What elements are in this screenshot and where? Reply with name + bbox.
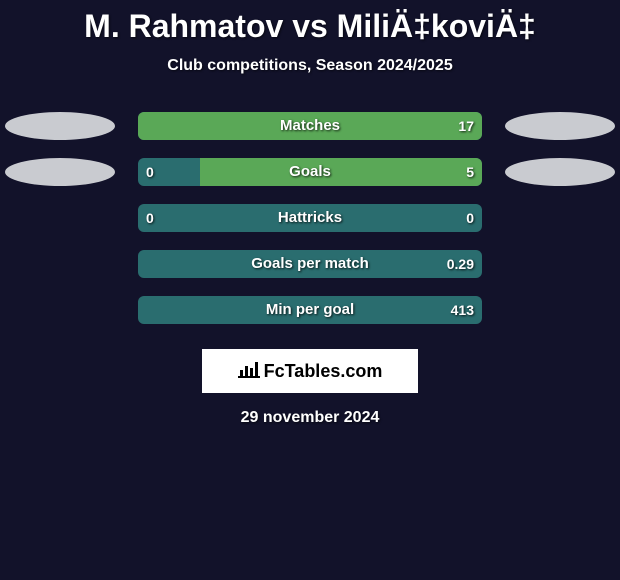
bar-track [138, 296, 482, 324]
bar-fill-right [200, 158, 482, 186]
chart-icon [238, 360, 260, 383]
player-right-ellipse [505, 158, 615, 186]
player-right-ellipse [505, 112, 615, 140]
date-text: 29 november 2024 [0, 409, 620, 427]
bar-track [138, 112, 482, 140]
bar-track [138, 250, 482, 278]
bar-track [138, 158, 482, 186]
stats-container: Matches17Goals05Hattricks00Goals per mat… [0, 105, 620, 335]
page-subtitle: Club competitions, Season 2024/2025 [0, 57, 620, 75]
stat-row: Min per goal413 [0, 289, 620, 335]
logo-text: FcTables.com [264, 361, 383, 382]
stat-row: Matches17 [0, 105, 620, 151]
stat-row: Goals per match0.29 [0, 243, 620, 289]
bar-track [138, 204, 482, 232]
player-left-ellipse [5, 112, 115, 140]
bar-fill-right [138, 112, 482, 140]
player-left-ellipse [5, 158, 115, 186]
stat-row: Goals05 [0, 151, 620, 197]
page-title: M. Rahmatov vs MiliÄ‡koviÄ‡ [0, 0, 620, 45]
stat-row: Hattricks00 [0, 197, 620, 243]
logo-box: FcTables.com [202, 349, 418, 393]
